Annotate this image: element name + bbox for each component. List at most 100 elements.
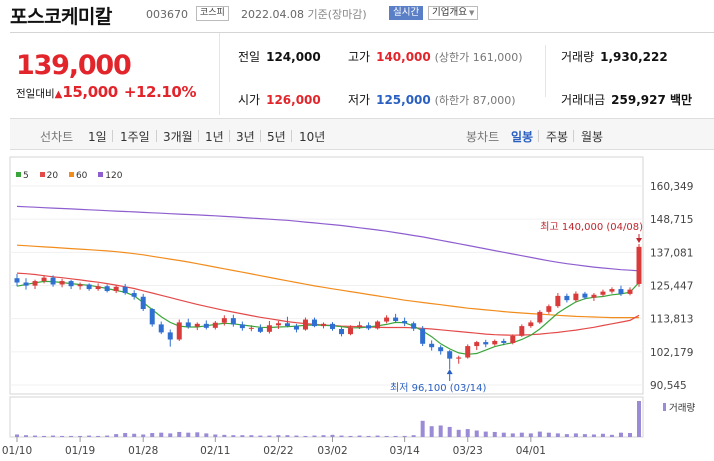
tab-3year[interactable]: 3년 <box>236 130 255 144</box>
candle-body <box>41 277 47 282</box>
volume-bar <box>177 431 182 437</box>
volume-bar <box>303 435 308 437</box>
candle-body <box>239 324 245 329</box>
candle-body <box>591 294 597 298</box>
stat-amount: 거래대금 259,927 백만 <box>561 93 693 107</box>
candle-body <box>320 323 326 327</box>
quote-date: 2022.04.08 기준(장마감) <box>241 8 367 21</box>
candle-body <box>167 332 173 340</box>
candle-body <box>68 281 74 287</box>
candle-body <box>546 306 552 312</box>
volume-bar <box>168 433 173 437</box>
volume-bar <box>591 434 596 437</box>
volume-bar <box>510 433 515 437</box>
y-tick-label: 137,081 <box>650 247 693 259</box>
candle-body <box>212 322 218 328</box>
volume-bar <box>132 433 137 437</box>
candle-body <box>221 318 227 323</box>
volume-bar <box>474 430 479 437</box>
candle-body <box>420 328 426 344</box>
divider <box>198 130 199 142</box>
volume-bar <box>186 432 191 437</box>
volume-label: 거래량 <box>669 402 695 414</box>
candle-body <box>636 246 642 284</box>
candle-body <box>257 327 263 332</box>
volume-bar <box>573 433 578 437</box>
volume-bar <box>411 435 416 437</box>
candle-body <box>555 295 561 307</box>
volume-bar <box>600 433 605 437</box>
tab-1week[interactable]: 1주일 <box>120 130 150 144</box>
candle-body <box>140 296 146 310</box>
tab-5year[interactable]: 5년 <box>267 130 286 144</box>
tab-daily[interactable]: 일봉 <box>511 130 534 144</box>
price-change: 전일대비▲15,000 +12.10% <box>16 83 197 101</box>
volume-bar <box>87 435 92 437</box>
volume-bar <box>402 435 407 437</box>
volume-bar <box>465 429 470 437</box>
stat-low: 저가 125,000 (하한가 87,000) <box>348 93 516 107</box>
volume-bar <box>546 432 551 437</box>
candle-body <box>14 278 20 283</box>
volume-bar <box>78 435 83 437</box>
candle-body <box>185 322 191 327</box>
tab-weekly[interactable]: 주봉 <box>546 130 569 144</box>
volume-bar <box>96 435 101 437</box>
x-tick-label: 03/23 <box>453 445 483 457</box>
candle-body <box>357 325 363 328</box>
tab-1day[interactable]: 1일 <box>88 130 107 144</box>
company-info-dropdown[interactable]: 기업개요 ▼ <box>428 6 479 20</box>
volume-bar <box>637 401 641 437</box>
candle-body <box>519 326 525 336</box>
volume-bar <box>213 434 218 437</box>
tab-1year[interactable]: 1년 <box>205 130 224 144</box>
volume-bar <box>618 432 623 437</box>
volume-bar <box>114 434 119 437</box>
x-tick-label: 01/19 <box>65 445 95 457</box>
stock-header: 포스코케미칼 003670 코스피 2022.04.08 기준(장마감) 실시간… <box>0 0 714 28</box>
volume-bar <box>240 435 245 437</box>
candle-body <box>510 335 516 343</box>
candle-body <box>266 325 272 332</box>
tab-10year[interactable]: 10년 <box>299 130 326 144</box>
candle-body <box>77 284 83 287</box>
volume-bar <box>537 431 542 437</box>
volume-bar <box>492 431 497 437</box>
live-button[interactable]: 실시간 <box>389 6 424 20</box>
candle-body <box>122 286 128 294</box>
candle-body <box>411 323 417 329</box>
ma120-line <box>16 205 640 272</box>
volume-legend-swatch <box>663 403 666 411</box>
ma5-line <box>16 280 640 355</box>
candle-body <box>50 277 56 285</box>
volume-bar <box>555 433 560 437</box>
volume-bar <box>312 435 317 437</box>
divider <box>260 130 261 142</box>
tab-monthly[interactable]: 월봉 <box>581 130 604 144</box>
candle-body <box>330 323 336 329</box>
candle-body <box>447 351 453 359</box>
candle-body <box>293 326 299 330</box>
y-tick-label: 102,179 <box>650 347 693 359</box>
x-tick-label: 02/22 <box>263 445 293 457</box>
volume-bar <box>222 434 227 437</box>
stat-high: 고가 140,000 (상한가 161,000) <box>348 50 523 64</box>
candle-body <box>600 291 606 295</box>
volume-bar <box>285 435 290 437</box>
candle-body <box>564 295 570 301</box>
candle-body <box>131 293 137 297</box>
candle-body <box>429 343 435 348</box>
volume-bar <box>15 434 19 437</box>
candle-body <box>627 289 633 294</box>
candle-body <box>23 282 29 286</box>
legend-item-ma5: 5 <box>16 171 29 181</box>
stock-name: 포스코케미칼 <box>10 6 112 28</box>
volume-bar <box>420 420 425 437</box>
y-tick-label: 90,545 <box>650 380 687 392</box>
candle-body <box>528 322 534 327</box>
up-triangle-icon: ▲ <box>54 89 63 100</box>
candle-body <box>474 342 480 347</box>
candle-body <box>104 286 110 292</box>
candle-body <box>149 309 155 325</box>
tab-3month[interactable]: 3개월 <box>163 130 193 144</box>
